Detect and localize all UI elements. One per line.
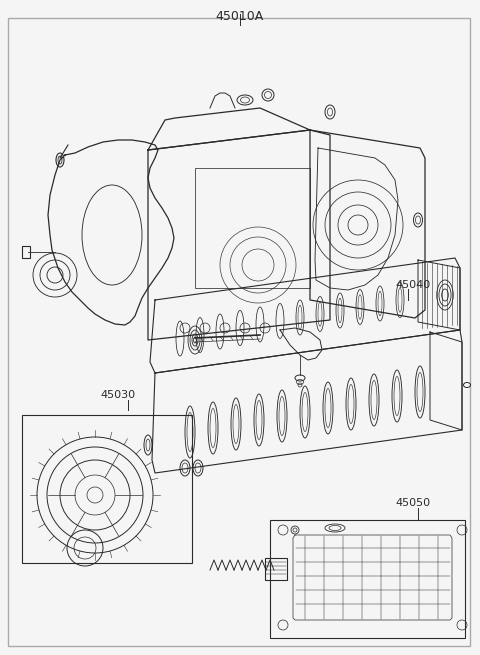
Text: 45040: 45040 (395, 280, 430, 290)
Bar (265, 558, 287, 580)
Bar (22, 415, 192, 563)
Bar (195, 168, 310, 288)
Bar (270, 520, 465, 638)
Bar (22, 246, 30, 258)
Text: 45030: 45030 (100, 390, 135, 400)
Text: 45050: 45050 (395, 498, 430, 508)
Text: 45010A: 45010A (216, 10, 264, 23)
